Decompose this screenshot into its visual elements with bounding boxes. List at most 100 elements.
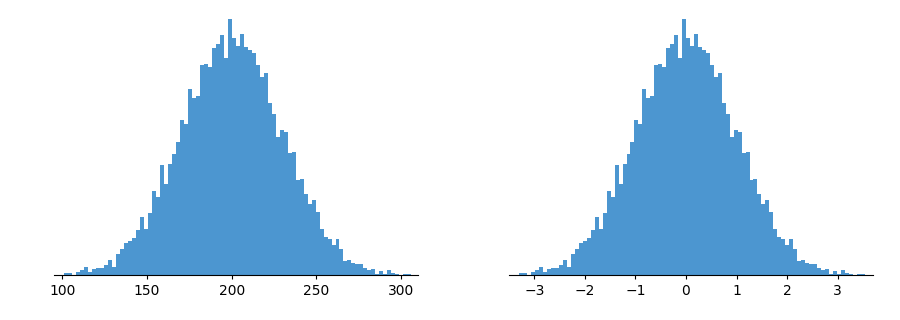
Bar bbox=[567, 267, 571, 275]
Bar bbox=[686, 38, 690, 275]
Bar bbox=[845, 273, 849, 275]
Bar bbox=[536, 270, 539, 275]
Bar bbox=[829, 274, 833, 275]
Bar bbox=[555, 268, 559, 275]
Bar bbox=[328, 239, 331, 275]
Bar bbox=[785, 245, 789, 275]
Bar bbox=[789, 239, 793, 275]
Bar bbox=[128, 241, 132, 275]
Bar bbox=[284, 132, 288, 275]
Bar bbox=[267, 103, 272, 275]
Bar bbox=[821, 270, 825, 275]
Bar bbox=[339, 249, 344, 275]
Bar bbox=[694, 34, 698, 275]
Bar bbox=[104, 265, 108, 275]
Bar bbox=[806, 263, 809, 275]
Bar bbox=[547, 269, 551, 275]
Bar bbox=[730, 137, 734, 275]
Bar bbox=[124, 243, 128, 275]
Bar bbox=[590, 230, 595, 275]
Bar bbox=[817, 268, 821, 275]
Bar bbox=[809, 264, 813, 275]
Bar bbox=[311, 200, 316, 275]
Bar bbox=[200, 65, 204, 275]
Bar bbox=[524, 273, 527, 275]
Bar bbox=[383, 274, 387, 275]
Bar bbox=[272, 114, 275, 275]
Bar bbox=[595, 217, 598, 275]
Bar bbox=[714, 77, 718, 275]
Bar bbox=[666, 48, 670, 275]
Bar bbox=[623, 164, 626, 275]
Bar bbox=[634, 120, 638, 275]
Bar bbox=[519, 273, 524, 275]
Bar bbox=[428, 274, 431, 275]
Bar bbox=[813, 264, 817, 275]
Bar bbox=[76, 272, 80, 275]
Bar bbox=[544, 272, 547, 275]
Bar bbox=[196, 96, 200, 275]
Bar bbox=[607, 191, 611, 275]
Bar bbox=[324, 237, 328, 275]
Bar bbox=[773, 229, 778, 275]
Bar bbox=[152, 191, 156, 275]
Bar bbox=[308, 204, 311, 275]
Bar bbox=[252, 53, 256, 275]
Bar bbox=[320, 229, 324, 275]
Bar bbox=[356, 264, 359, 275]
Bar bbox=[375, 274, 380, 275]
Bar bbox=[359, 264, 364, 275]
Bar bbox=[765, 200, 770, 275]
Bar bbox=[156, 197, 160, 275]
Bar bbox=[144, 229, 148, 275]
Bar bbox=[68, 273, 72, 275]
Bar bbox=[164, 184, 168, 275]
Bar bbox=[603, 213, 607, 275]
Bar bbox=[288, 153, 292, 275]
Bar bbox=[295, 180, 300, 275]
Bar bbox=[658, 64, 662, 275]
Bar bbox=[367, 270, 372, 275]
Bar bbox=[770, 212, 773, 275]
Bar bbox=[750, 180, 753, 275]
Bar bbox=[702, 50, 706, 275]
Bar bbox=[706, 53, 710, 275]
Bar bbox=[745, 152, 750, 275]
Bar bbox=[631, 142, 634, 275]
Bar bbox=[336, 239, 339, 275]
Bar bbox=[841, 270, 845, 275]
Bar bbox=[132, 238, 136, 275]
Bar bbox=[678, 58, 682, 275]
Bar bbox=[344, 261, 347, 275]
Bar bbox=[184, 124, 188, 275]
Bar bbox=[698, 47, 702, 275]
Bar bbox=[80, 270, 85, 275]
Bar bbox=[615, 165, 618, 275]
Bar bbox=[216, 44, 220, 275]
Bar bbox=[260, 77, 264, 275]
Bar bbox=[303, 195, 308, 275]
Bar bbox=[300, 179, 303, 275]
Bar bbox=[364, 268, 367, 275]
Bar bbox=[116, 254, 121, 275]
Bar bbox=[100, 268, 104, 275]
Bar bbox=[579, 243, 583, 275]
Bar bbox=[734, 131, 738, 275]
Bar bbox=[531, 272, 536, 275]
Bar bbox=[204, 64, 208, 275]
Bar bbox=[168, 164, 172, 275]
Bar bbox=[112, 267, 116, 275]
Bar bbox=[280, 131, 284, 275]
Bar bbox=[638, 124, 643, 275]
Bar bbox=[108, 260, 112, 275]
Bar bbox=[598, 229, 603, 275]
Bar bbox=[778, 237, 781, 275]
Bar bbox=[674, 35, 678, 275]
Bar bbox=[753, 179, 758, 275]
Bar bbox=[160, 165, 164, 275]
Bar bbox=[825, 269, 829, 275]
Bar bbox=[248, 50, 252, 275]
Bar bbox=[682, 19, 686, 275]
Bar bbox=[347, 260, 352, 275]
Bar bbox=[85, 267, 88, 275]
